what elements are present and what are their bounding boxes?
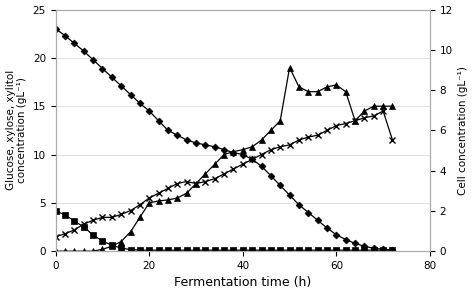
X-axis label: Fermentation time (h): Fermentation time (h) [174, 276, 311, 289]
Y-axis label: Cell concentration (gL⁻¹): Cell concentration (gL⁻¹) [458, 66, 468, 195]
Y-axis label: Glucose, xylose, xylitol
concentration (gL⁻¹): Glucose, xylose, xylitol concentration (… [6, 70, 27, 191]
